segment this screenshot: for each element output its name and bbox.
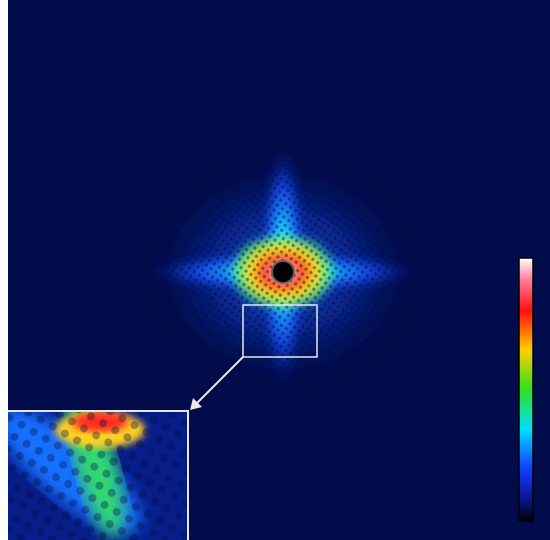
colorbar <box>519 258 533 521</box>
image <box>0 0 550 540</box>
page <box>0 0 550 540</box>
beam-stop <box>272 261 294 283</box>
inset-speckle <box>8 412 187 540</box>
